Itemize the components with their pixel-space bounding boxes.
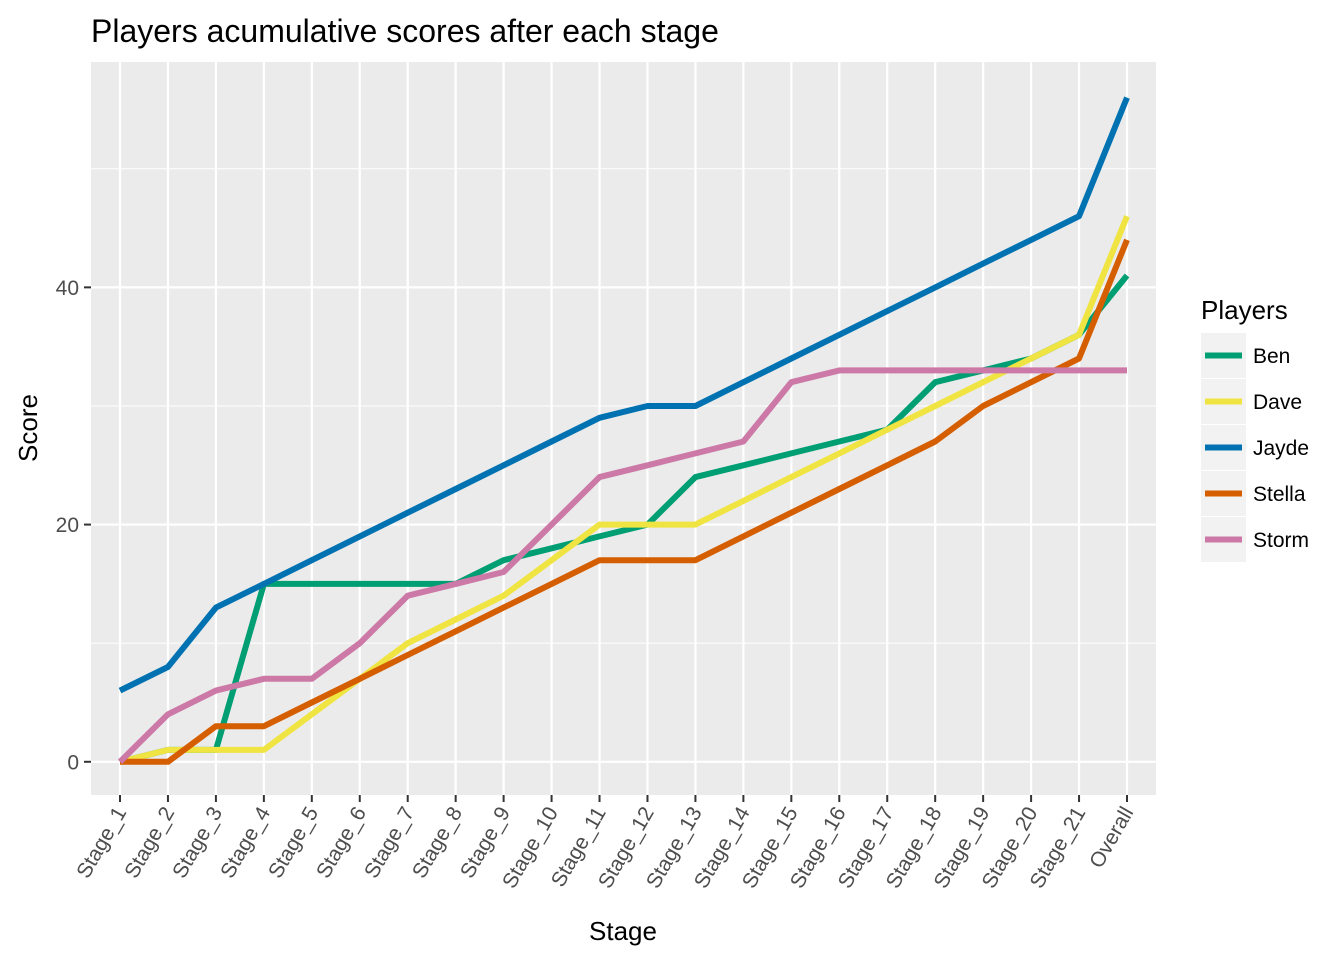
legend-item-storm: Storm [1201, 517, 1309, 562]
x-axis-title: Stage [589, 916, 657, 946]
legend: Players Ben Dave Jayde Stella Storm [1201, 295, 1309, 562]
legend-item-jayde: Jayde [1201, 425, 1309, 470]
panel-background [91, 62, 1156, 795]
series-line-jayde [118, 96, 1130, 694]
x-tick-label: Overall [1085, 803, 1138, 872]
series-line-ben [119, 273, 1130, 765]
chart-title: Players acumulative scores after each st… [91, 13, 719, 49]
y-axis-title: Score [13, 394, 43, 462]
series-line-stella [120, 238, 1130, 765]
legend-label: Ben [1253, 345, 1290, 368]
legend-item-ben: Ben [1201, 333, 1290, 378]
y-axis: 0 20 40 [56, 277, 91, 774]
y-tick-label: 0 [67, 751, 79, 774]
y-tick-label: 20 [56, 514, 79, 537]
legend-label: Stella [1253, 483, 1306, 506]
plot-panel [91, 62, 1156, 795]
x-axis: Stage_1Stage_2Stage_3Stage_4Stage_5Stage… [72, 795, 1138, 892]
legend-item-stella: Stella [1201, 471, 1306, 516]
legend-label: Jayde [1253, 437, 1309, 460]
legend-label: Dave [1253, 391, 1302, 414]
legend-item-dave: Dave [1201, 379, 1302, 424]
legend-label: Storm [1253, 529, 1309, 552]
y-tick-label: 40 [56, 277, 79, 300]
series-line-dave [119, 215, 1130, 765]
series-line-storm [117, 367, 1127, 764]
legend-title: Players [1201, 295, 1288, 325]
